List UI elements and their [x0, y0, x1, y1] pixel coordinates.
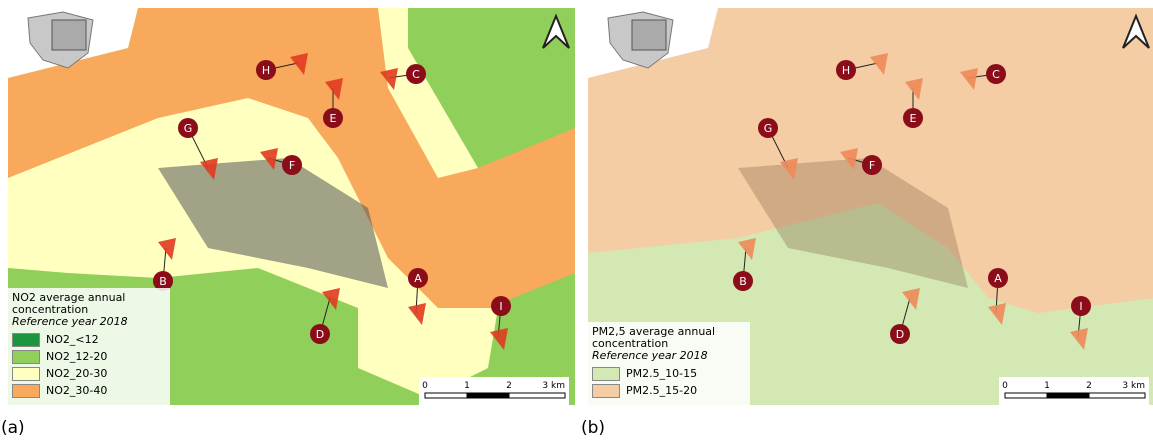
- legend-item: PM2.5_15-20: [592, 382, 746, 399]
- scale-graphic: 0 1 2 3 km: [419, 377, 569, 405]
- marker-label: C: [412, 68, 420, 81]
- scale-label: 1: [464, 381, 470, 391]
- map-panel: A B C D E F G H I NO2 average annual concentratio…: [8, 8, 575, 405]
- marker-label: H: [262, 64, 270, 77]
- panel-label: (a): [1, 418, 25, 438]
- legend-swatch: [12, 367, 40, 381]
- legend-swatch: [12, 333, 40, 347]
- marker-label: B: [739, 275, 747, 288]
- marker-label: F: [289, 159, 295, 172]
- scale-bar: 0 1 2 3 km: [419, 377, 569, 405]
- scale-bar: 0 1 2 3 km: [999, 377, 1149, 405]
- scale-label: 2: [506, 381, 512, 391]
- marker-label: E: [330, 112, 337, 125]
- legend-item: NO2_<12: [12, 331, 166, 348]
- legend-subtitle: Reference year 2018: [592, 350, 746, 362]
- map-panel: A B C D E F G H I PM2,5 average annual concentrat…: [588, 8, 1153, 405]
- legend-label: NO2_<12: [46, 333, 99, 346]
- legend-title: PM2,5 average annual concentration: [592, 326, 746, 350]
- scale-segment: [467, 393, 509, 398]
- legend-title: NO2 average annual concentration: [12, 292, 166, 316]
- scale-segment: [1089, 393, 1145, 398]
- scale-label: 2: [1086, 381, 1092, 391]
- scale-segment: [425, 393, 467, 398]
- marker-label: F: [869, 159, 875, 172]
- legend-item: NO2_30-40: [12, 382, 166, 399]
- marker-label: A: [994, 272, 1002, 285]
- marker-label: B: [159, 275, 167, 288]
- legend-label: PM2.5_15-20: [626, 384, 697, 397]
- scale-label: 1: [1044, 381, 1050, 391]
- legend-label: PM2.5_10-15: [626, 367, 697, 380]
- panel-label: (b): [581, 418, 605, 438]
- legend-swatch: [12, 350, 40, 364]
- legend-label: NO2_12-20: [46, 350, 107, 363]
- page: A B C D E F G H I NO2 average annual concentratio…: [0, 0, 1153, 445]
- scale-label: 3 km: [1122, 381, 1145, 391]
- marker-label: G: [184, 122, 193, 135]
- legend-item: NO2_20-30: [12, 365, 166, 382]
- legend-label: NO2_20-30: [46, 367, 107, 380]
- marker-label: I: [1079, 300, 1082, 313]
- marker-label: D: [316, 328, 324, 341]
- inset-frame: [632, 20, 666, 50]
- marker-label: G: [764, 122, 773, 135]
- scale-segment: [1047, 393, 1089, 398]
- legend-subtitle: Reference year 2018: [12, 316, 166, 328]
- legend-swatch: [592, 367, 620, 381]
- inset-frame: [52, 20, 86, 50]
- marker-label: H: [842, 64, 850, 77]
- legend-label: NO2_30-40: [46, 384, 107, 397]
- legend-swatch: [592, 384, 620, 398]
- scale-segment: [1005, 393, 1047, 398]
- marker-label: I: [499, 300, 502, 313]
- scale-graphic: 0 1 2 3 km: [999, 377, 1149, 405]
- legend-item: PM2.5_10-15: [592, 365, 746, 382]
- scale-label: 0: [1002, 381, 1008, 391]
- legend-swatch: [12, 384, 40, 398]
- marker-label: D: [896, 328, 904, 341]
- legend-item: NO2_12-20: [12, 348, 166, 365]
- marker-label: E: [910, 112, 917, 125]
- scale-label: 3 km: [542, 381, 565, 391]
- scale-segment: [509, 393, 565, 398]
- marker-label: A: [414, 272, 422, 285]
- marker-label: C: [992, 68, 1000, 81]
- scale-label: 0: [422, 381, 428, 391]
